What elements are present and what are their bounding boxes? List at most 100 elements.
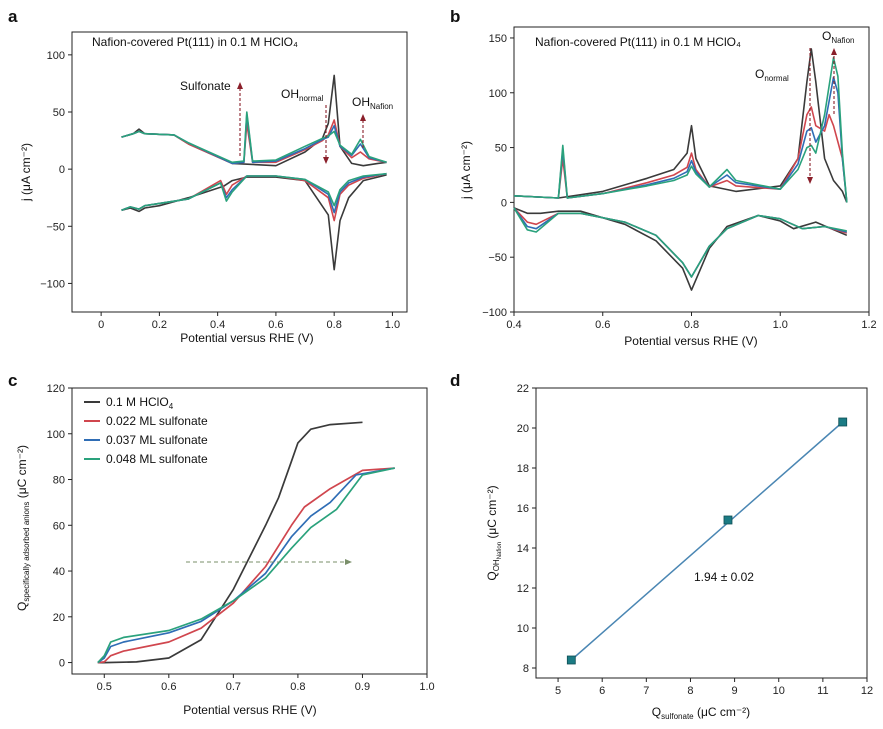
series-0-048-ml-sulfonate-anodic <box>513 56 848 203</box>
oh-normal-annotation: OHnormal <box>281 87 324 103</box>
x-tick-label: 1.0 <box>419 681 434 693</box>
x-tick-label: 0.6 <box>595 319 610 331</box>
series-0-048-ml-sulfonate-cathodic <box>513 207 847 278</box>
y-tick-label: 120 <box>47 383 65 395</box>
y-tick-label: 10 <box>517 623 529 635</box>
series-0-048-ml-sulfonate-anodic <box>121 111 387 164</box>
panel-a-title: Nafion-covered Pt(111) in 0.1 M HClO₄ <box>92 35 298 49</box>
x-tick-label: 10 <box>773 685 785 697</box>
panel-d-frame <box>535 387 868 679</box>
shift-arrowhead <box>345 559 352 565</box>
o-nafion-arrowhead <box>831 48 837 55</box>
y-tick-label: 50 <box>53 107 65 119</box>
x-tick-label: 0.5 <box>97 681 112 693</box>
series-0-037-ml-sulfonate-anodic <box>513 76 848 203</box>
panel-a-xlabel: Potential versus RHE (V) <box>180 331 313 345</box>
legend-entry: 0.048 ML sulfonate <box>106 452 208 466</box>
panel-b-title: Nafion-covered Pt(111) in 0.1 M HClO₄ <box>535 35 741 49</box>
y-tick-label: 0 <box>501 197 507 209</box>
y-tick-label: −100 <box>40 278 65 290</box>
series-0-037-ml-sulfonate-cathodic <box>121 172 387 214</box>
panel-d-ticks: 5 6 7 8 9 10 11 12 8 10 12 14 16 18 20 22 <box>517 383 873 697</box>
panel-b-series <box>513 48 848 291</box>
panel-b-annotations: Onormal ONafion <box>755 29 854 184</box>
panel-d: d 5 6 7 8 9 10 11 12 8 10 12 14 16 18 20 22 1.94 ± 0.02… <box>450 371 873 721</box>
legend-entry: 0.022 ML sulfonate <box>106 414 208 428</box>
panel-a-ylabel: j (μA cm⁻²) <box>19 143 33 202</box>
sulfonate-annotation: Sulfonate <box>180 79 231 93</box>
panel-c-frame <box>71 387 428 675</box>
panel-d-xlabel: Qsulfonate (μC cm⁻²) <box>652 705 750 721</box>
x-tick-label: 1.2 <box>861 319 876 331</box>
panel-b-frame <box>513 26 870 313</box>
x-tick-label: 0.2 <box>152 319 167 331</box>
o-nafion-annotation: ONafion <box>822 29 854 45</box>
panel-c-ylabel: Qspecifically adsorbed anions (μC cm⁻²) <box>15 445 31 611</box>
x-tick-label: 0.7 <box>226 681 241 693</box>
y-tick-label: 16 <box>517 503 529 515</box>
panel-a-annotations: Sulfonate OHnormal OHNafion <box>180 79 393 164</box>
x-tick-label: 6 <box>599 685 605 697</box>
y-tick-label: 100 <box>47 429 65 441</box>
x-tick-label: 0.9 <box>355 681 370 693</box>
panel-b-label: b <box>450 7 460 26</box>
oh-nafion-annotation: OHNafion <box>352 95 393 111</box>
legend-entry: 0.1 M HClO4 <box>106 395 174 411</box>
x-tick-label: 0.4 <box>506 319 521 331</box>
x-tick-label: 0.6 <box>161 681 176 693</box>
sulfonate-arrowhead <box>237 82 243 89</box>
data-point <box>723 515 733 525</box>
panel-d-points <box>566 417 848 665</box>
panel-a-series <box>121 74 387 271</box>
y-tick-label: −50 <box>46 221 65 233</box>
x-tick-label: 0.4 <box>210 319 225 331</box>
y-tick-label: 50 <box>495 143 507 155</box>
y-tick-label: 80 <box>53 475 65 487</box>
panel-a-label: a <box>8 7 18 26</box>
panel-c-legend: 0.1 M HClO4 0.022 ML sulfonate 0.037 ML su… <box>84 395 208 466</box>
x-tick-label: 1.0 <box>385 319 400 331</box>
panel-b-ylabel: j (μA cm⁻²) <box>459 141 473 200</box>
series-0-048-ml-sulfonate-cathodic <box>121 172 387 212</box>
x-tick-label: 7 <box>643 685 649 697</box>
y-tick-label: −100 <box>482 307 507 319</box>
oh-nafion-arrowhead <box>360 114 366 121</box>
series-0-022-ml-sulfonate <box>97 467 395 664</box>
x-tick-label: 11 <box>817 685 828 697</box>
y-tick-label: 20 <box>53 612 65 624</box>
legend-entry: 0.037 ML sulfonate <box>106 433 208 447</box>
data-point <box>566 655 576 665</box>
panel-c-xlabel: Potential versus RHE (V) <box>183 703 316 717</box>
y-tick-label: 150 <box>489 33 507 45</box>
x-tick-label: 1.0 <box>773 319 788 331</box>
series-0-022-ml-sulfonate-cathodic <box>121 172 387 222</box>
y-tick-label: 18 <box>517 463 529 475</box>
y-tick-label: 22 <box>517 383 529 395</box>
panel-a-frame <box>71 31 408 313</box>
series-0-1-m-hclo--anodic <box>513 48 848 203</box>
panel-a: a Nafion-covered Pt(111) in 0.1 M HClO₄ … <box>8 7 408 345</box>
y-tick-label: 0 <box>59 164 65 176</box>
data-point <box>838 417 848 427</box>
y-tick-label: −50 <box>488 252 507 264</box>
oh-normal-arrowhead <box>323 157 329 164</box>
y-tick-label: 40 <box>53 566 65 578</box>
slope-label: 1.94 ± 0.02 <box>694 570 754 584</box>
panel-d-ylabel: QOHNafion (μC cm⁻²) <box>485 485 503 580</box>
x-tick-label: 8 <box>687 685 693 697</box>
y-tick-label: 8 <box>523 663 529 675</box>
x-tick-label: 0.8 <box>327 319 342 331</box>
panel-b-ticks: 0.4 0.6 0.8 1.0 1.2 150 100 50 0 −50 −100 <box>482 33 876 331</box>
y-tick-label: 0 <box>59 658 65 670</box>
panel-b-xlabel: Potential versus RHE (V) <box>624 334 757 348</box>
panel-b: b Nafion-covered Pt(111) in 0.1 M HClO₄ … <box>450 7 877 348</box>
x-tick-label: 0.8 <box>290 681 305 693</box>
y-tick-label: 60 <box>53 520 65 532</box>
series-0-1-m-hclo--cathodic <box>513 207 848 291</box>
panel-d-label: d <box>450 371 460 390</box>
panel-c: c 0.5 0.6 0.7 0.8 0.9 1.0 0 20 40 60 80 100 120 0.1 … <box>8 371 435 717</box>
x-tick-label: 0.8 <box>684 319 699 331</box>
o-normal-annotation: Onormal <box>755 67 789 83</box>
x-tick-label: 0 <box>98 319 104 331</box>
